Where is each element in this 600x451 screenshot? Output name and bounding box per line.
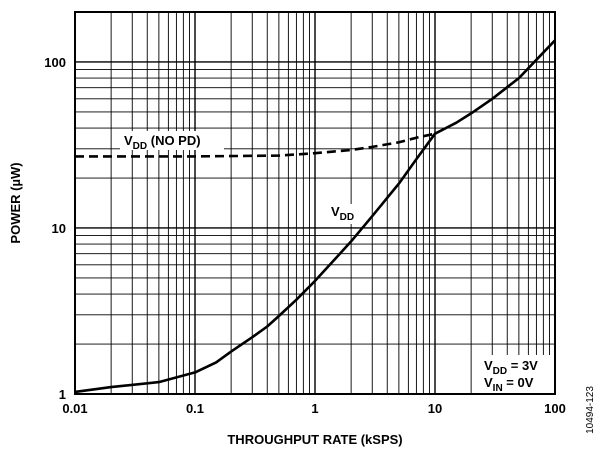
figure-id: 10494-123 bbox=[585, 386, 596, 434]
svg-text:VDD: VDD bbox=[331, 204, 354, 223]
y-tick-label: 10 bbox=[52, 221, 66, 236]
series-line-vdd bbox=[74, 39, 556, 394]
series-line-vdd-no-pd bbox=[75, 132, 436, 158]
x-axis-title: THROUGHPUT RATE (kSPS) bbox=[227, 432, 402, 447]
series-layer bbox=[74, 39, 556, 394]
grid bbox=[74, 11, 555, 395]
y-axis-title: POWER (µW) bbox=[8, 162, 23, 243]
x-tick-label: 1 bbox=[311, 401, 318, 416]
y-tick-labels: 1 10 100 bbox=[44, 55, 66, 402]
condition-vdd: VDD = 3V bbox=[484, 358, 538, 377]
y-tick-label: 100 bbox=[44, 55, 66, 70]
x-tick-labels: 0.01 0.1 1 10 100 bbox=[62, 401, 566, 416]
y-tick-label: 1 bbox=[59, 387, 66, 402]
condition-vin: VIN = 0V bbox=[484, 375, 534, 394]
series-label-vdd-no-pd: VDD (NO PD) bbox=[120, 131, 224, 152]
conditions-annotation: VDD = 3V VIN = 0V bbox=[478, 355, 554, 394]
x-tick-label: 0.1 bbox=[186, 401, 204, 416]
x-tick-label: 0.01 bbox=[62, 401, 87, 416]
svg-text:VDD (NO PD): VDD (NO PD) bbox=[124, 133, 201, 152]
x-tick-label: 10 bbox=[428, 401, 442, 416]
x-tick-label: 100 bbox=[544, 401, 566, 416]
series-label-vdd: VDD bbox=[329, 204, 361, 224]
plot-frame bbox=[74, 11, 556, 395]
